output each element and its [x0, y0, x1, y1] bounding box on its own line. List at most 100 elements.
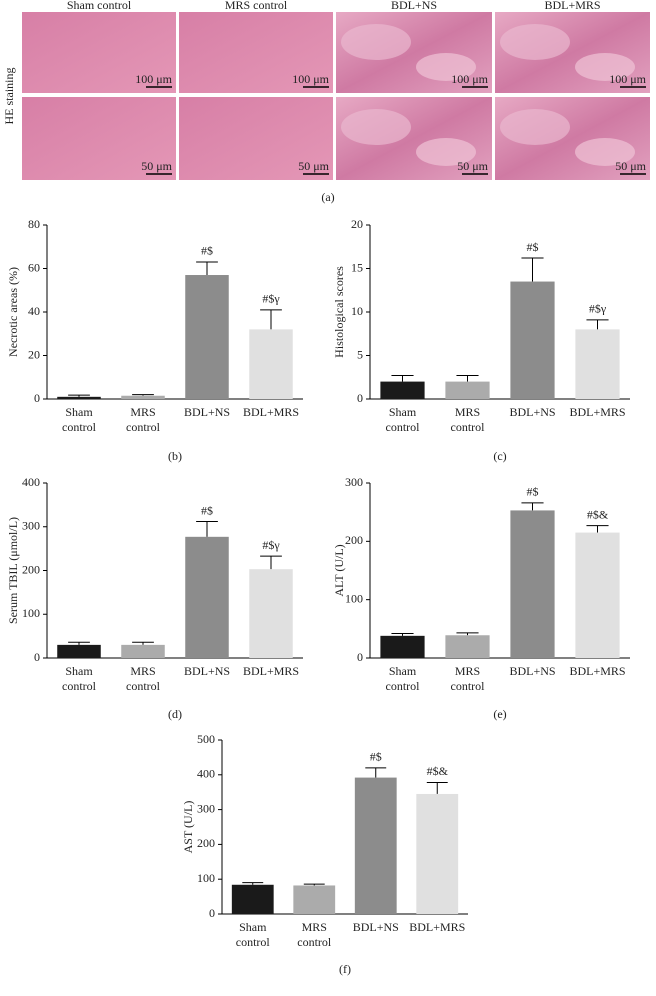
bar	[185, 536, 229, 658]
bar	[354, 777, 397, 914]
y-tick-label: 40	[28, 304, 40, 318]
y-tick-label: 20	[28, 347, 40, 361]
panel-caption: (b)	[168, 449, 182, 463]
x-tick-label: BDL+NS	[509, 405, 555, 419]
tissue-patch	[416, 53, 476, 81]
significance-label: #$γ	[589, 302, 607, 316]
x-tick-label: BDL+NS	[353, 920, 399, 934]
histology-image	[22, 97, 176, 180]
scale-bar-label: 100 μm	[135, 72, 172, 86]
x-tick-label: MRS control	[126, 405, 161, 434]
bar	[380, 381, 425, 399]
y-axis-label: AST (U/L)	[181, 801, 195, 854]
tissue-patch	[500, 24, 570, 60]
y-tick-label: 0	[357, 650, 363, 664]
bar	[510, 281, 555, 399]
y-tick-label: 0	[34, 391, 40, 405]
scale-bar-label: 100 μm	[292, 72, 329, 86]
significance-label: #$	[527, 240, 539, 254]
significance-label: #$	[370, 750, 382, 764]
scale-bar-label: 100 μm	[609, 72, 646, 86]
y-tick-label: 300	[22, 519, 40, 533]
row-label: HE staining	[2, 68, 16, 125]
y-tick-label: 15	[351, 260, 363, 274]
y-tick-label: 0	[209, 906, 215, 920]
column-label: Sham control	[67, 0, 132, 12]
bar	[121, 395, 165, 399]
tissue-patch	[575, 138, 635, 166]
bar	[249, 329, 293, 399]
y-tick-label: 10	[351, 304, 363, 318]
significance-label: #$	[201, 244, 213, 258]
bar-chart: 0 100 200 300 400 Serum TBIL (μmol/L) Sham cont…	[6, 475, 303, 721]
y-tick-label: 100	[22, 606, 40, 620]
bar-chart: 0 5 10 15 20 Histological scores Sham control MR…	[332, 217, 630, 463]
charts: 0 20 40 60 80 Necrotic areas (%) Sham control MR…	[6, 217, 630, 976]
bar	[445, 381, 490, 399]
y-tick-label: 100	[345, 591, 363, 605]
y-tick-label: 80	[28, 217, 40, 231]
bar-chart: 0 100 200 300 400 500 AST (U/L) Sham control MRS c…	[181, 732, 468, 976]
y-tick-label: 20	[351, 217, 363, 231]
y-tick-label: 200	[197, 836, 215, 850]
scale-bar-label: 50 μm	[615, 159, 646, 173]
x-tick-label: Sham control	[236, 920, 271, 949]
significance-label: #$γ	[262, 292, 280, 306]
panel-caption: (c)	[493, 449, 506, 463]
histology-image	[22, 12, 176, 93]
panel-caption: (d)	[168, 707, 182, 721]
y-tick-label: 300	[197, 801, 215, 815]
y-tick-label: 300	[345, 475, 363, 489]
x-tick-label: Sham control	[62, 405, 97, 434]
x-tick-label: BDL+NS	[184, 664, 230, 678]
panel-caption: (f)	[339, 962, 351, 976]
bar	[293, 885, 336, 914]
y-tick-label: 0	[34, 650, 40, 664]
bar	[57, 644, 101, 658]
bar	[231, 884, 274, 914]
bar	[185, 275, 229, 399]
x-tick-label: Sham control	[62, 664, 97, 693]
x-tick-label: MRS control	[126, 664, 161, 693]
significance-label: #$γ	[262, 538, 280, 552]
y-tick-label: 200	[22, 562, 40, 576]
significance-label: #$	[527, 485, 539, 499]
column-label: BDL+MRS	[544, 0, 600, 12]
y-axis-label: ALT (U/L)	[332, 544, 346, 596]
bar	[121, 644, 165, 658]
bar	[416, 793, 459, 914]
y-tick-label: 60	[28, 260, 40, 274]
bar	[575, 329, 620, 399]
x-tick-label: MRS control	[297, 920, 332, 949]
x-tick-label: BDL+MRS	[243, 664, 299, 678]
scale-bar-label: 50 μm	[141, 159, 172, 173]
histology-image	[179, 12, 333, 93]
x-tick-label: Sham control	[386, 405, 421, 434]
x-tick-label: Sham control	[386, 664, 421, 693]
panel-caption: (a)	[321, 190, 334, 204]
bar	[445, 635, 490, 658]
column-label: MRS control	[225, 0, 288, 12]
x-tick-label: MRS control	[451, 405, 486, 434]
significance-label: #$&	[587, 507, 609, 521]
bar	[380, 635, 425, 658]
panel-caption: (e)	[493, 707, 506, 721]
y-tick-label: 400	[197, 767, 215, 781]
bar	[510, 510, 555, 658]
scale-bar-label: 100 μm	[451, 72, 488, 86]
x-tick-label: BDL+MRS	[569, 664, 625, 678]
y-tick-label: 200	[345, 533, 363, 547]
bar	[57, 396, 101, 399]
y-axis-label: Serum TBIL (μmol/L)	[6, 517, 20, 624]
y-axis-label: Necrotic areas (%)	[6, 267, 20, 357]
y-tick-label: 100	[197, 871, 215, 885]
y-tick-label: 5	[357, 347, 363, 361]
bar	[575, 532, 620, 658]
tissue-patch	[500, 109, 570, 145]
x-tick-label: BDL+MRS	[243, 405, 299, 419]
x-tick-label: MRS control	[451, 664, 486, 693]
x-tick-label: BDL+MRS	[569, 405, 625, 419]
histology-image	[179, 97, 333, 180]
scale-bar-label: 50 μm	[457, 159, 488, 173]
